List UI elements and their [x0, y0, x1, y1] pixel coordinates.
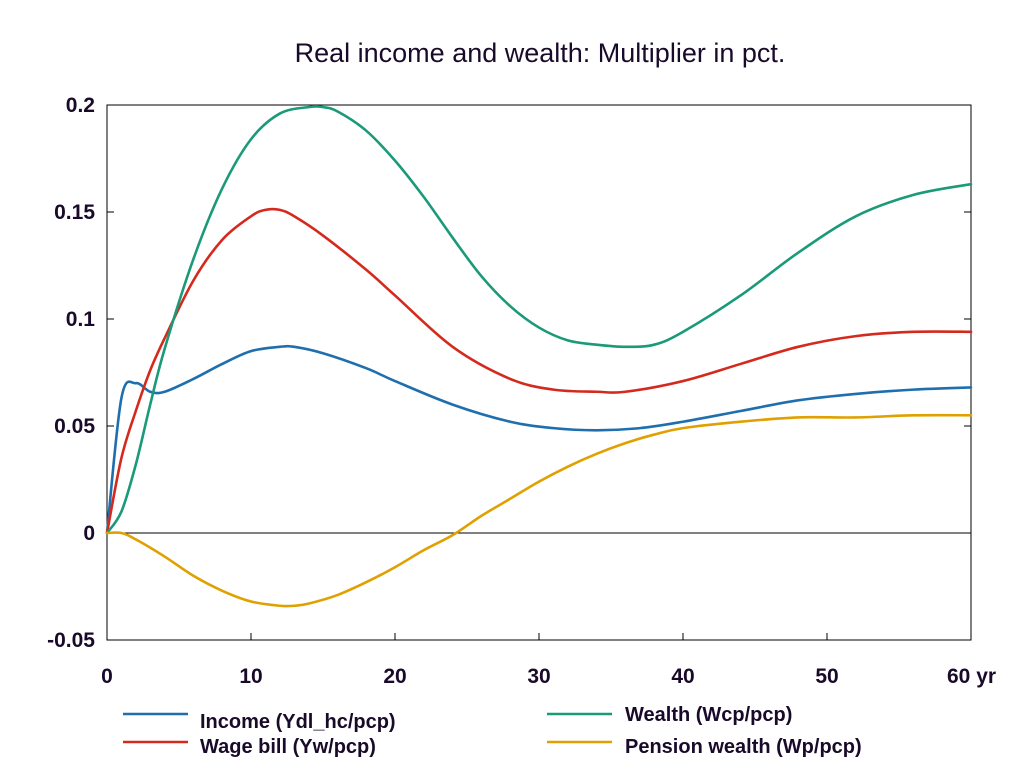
legend-label: Pension wealth (Wp/pcp) [625, 736, 862, 758]
x-tick-label: 60 yr [947, 665, 996, 688]
x-tick-label: 50 [815, 665, 838, 688]
y-tick-label: 0 [83, 522, 95, 545]
x-tick-label: 30 [527, 665, 550, 688]
series-line-0 [105, 344, 973, 535]
legend-label: Wealth (Wcp/pcp) [625, 704, 792, 726]
series-layer [105, 105, 973, 608]
series-line-1 [105, 207, 973, 535]
plot-frame [106, 104, 972, 641]
series-line-2 [105, 105, 973, 535]
y-tick-label: 0.05 [54, 415, 95, 438]
y-tick-label: 0.15 [54, 201, 95, 224]
legend-label: Income (Ydl_hc/pcp) [200, 711, 396, 733]
series-line-3 [105, 413, 973, 608]
y-tick-label: 0.1 [66, 308, 96, 331]
x-tick-label: 40 [671, 665, 694, 688]
x-tick-label: 10 [239, 665, 262, 688]
x-tick-label: 0 [101, 665, 113, 688]
axes-layer: -0.05 0 0.05 0.1 0.15 0.2 0 10 20 30 40 50 60 yr [47, 94, 996, 688]
legend: Income (Ydl_hc/pcp) Wealth (Wcp/pcp) Wage … [123, 704, 862, 758]
y-tick-label: -0.05 [47, 629, 95, 652]
x-tick-label: 20 [383, 665, 406, 688]
chart-title: Real income and wealth: Multiplier in pc… [295, 38, 786, 68]
legend-label: Wage bill (Yw/pcp) [200, 736, 376, 758]
y-tick-label: 0.2 [66, 94, 95, 117]
